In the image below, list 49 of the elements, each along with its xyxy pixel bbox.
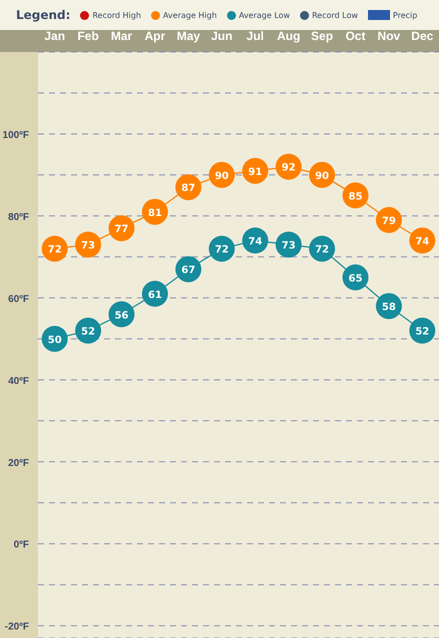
y-tick-label: 60ºF — [8, 294, 29, 305]
x-tick-label: Nov — [378, 29, 401, 43]
data-label: 50 — [48, 334, 62, 346]
x-tick-label: Feb — [77, 29, 99, 43]
data-label: 58 — [382, 302, 396, 314]
y-tick-label: 0ºF — [14, 540, 29, 551]
data-label: 90 — [214, 170, 229, 182]
data-label: 52 — [415, 326, 430, 338]
data-label: 90 — [315, 170, 330, 182]
x-tick-label: Sep — [311, 29, 334, 43]
legend-label: Average High — [162, 10, 217, 20]
data-label: 81 — [148, 208, 162, 219]
data-label: 72 — [315, 244, 330, 256]
y-tick-label: -20ºF — [4, 622, 29, 633]
data-label: 65 — [348, 273, 362, 284]
data-label: 61 — [148, 290, 162, 301]
legend-label: Record Low — [310, 10, 358, 20]
y-tick-label: 100ºF — [2, 130, 29, 141]
legend-label: Precip — [392, 10, 418, 20]
legend-label: Record High — [91, 10, 142, 20]
y-tick-label: 20ºF — [8, 458, 29, 469]
x-tick-label: Jun — [211, 29, 232, 43]
data-label: 72 — [48, 244, 62, 256]
x-tick-label: Mar — [110, 29, 133, 43]
x-tick-label: May — [176, 29, 200, 43]
data-label: 87 — [181, 183, 196, 194]
x-tick-label: Oct — [345, 29, 366, 43]
y-tick-label: 40ºF — [8, 376, 29, 387]
x-tick-label: Aug — [276, 29, 300, 43]
legend-title: Legend: — [16, 8, 70, 22]
data-label: 92 — [282, 162, 296, 174]
data-label: 77 — [114, 224, 129, 236]
x-tick-label: Apr — [144, 29, 166, 43]
data-label: 74 — [248, 236, 262, 248]
data-label: 67 — [181, 265, 196, 276]
x-tick-label: Dec — [411, 29, 434, 43]
data-label: 85 — [348, 191, 362, 202]
x-tick-label: Jan — [44, 29, 66, 43]
data-label: 73 — [282, 240, 296, 252]
y-tick-label: 80ºF — [8, 212, 29, 223]
data-label: 91 — [248, 166, 262, 178]
data-label: 72 — [214, 244, 229, 256]
data-label: 79 — [382, 216, 396, 228]
data-label: 73 — [81, 240, 96, 252]
data-label: 52 — [81, 326, 96, 338]
data-label: 56 — [114, 310, 129, 322]
legend-label: Average Low — [238, 10, 290, 20]
data-label: 74 — [415, 236, 430, 248]
x-tick-label: Jul — [246, 29, 264, 43]
